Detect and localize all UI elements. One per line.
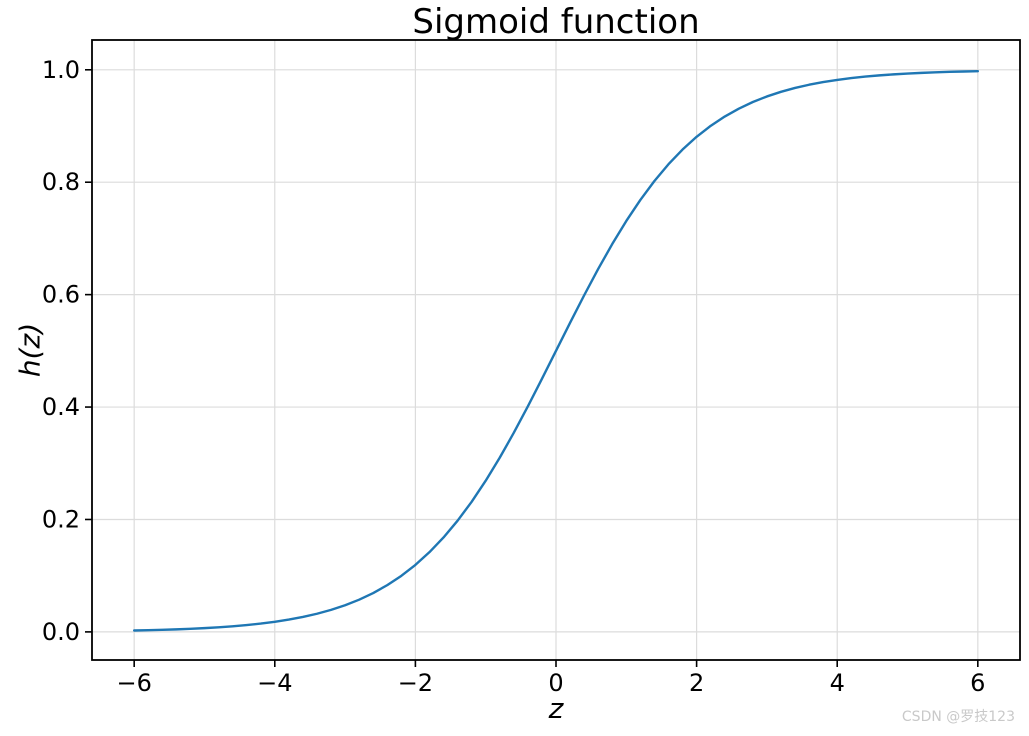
y-axis-label: h(z) xyxy=(13,322,47,378)
y-tick-label: 0.2 xyxy=(42,505,80,533)
x-tick-label: −4 xyxy=(257,669,292,697)
x-tick-label: 0 xyxy=(548,669,563,697)
y-tick-label: 0.4 xyxy=(42,393,80,421)
chart-title: Sigmoid function xyxy=(412,2,700,42)
sigmoid-curve xyxy=(132,69,980,632)
x-tick-label: −6 xyxy=(116,669,151,697)
y-tick-label: 0.6 xyxy=(42,281,80,309)
x-tick-label: 4 xyxy=(830,669,845,697)
x-tick-label: 6 xyxy=(970,669,985,697)
x-tick-label: −2 xyxy=(398,669,433,697)
x-tick-label: 2 xyxy=(689,669,704,697)
axes-spines xyxy=(91,39,1021,661)
x-axis-label: z xyxy=(548,692,564,725)
y-tick-label: 0.8 xyxy=(42,168,80,196)
y-tick-label: 1.0 xyxy=(42,56,80,84)
y-tick-label: 0.0 xyxy=(42,618,80,646)
watermark-text: CSDN @罗技123 xyxy=(901,709,1015,725)
